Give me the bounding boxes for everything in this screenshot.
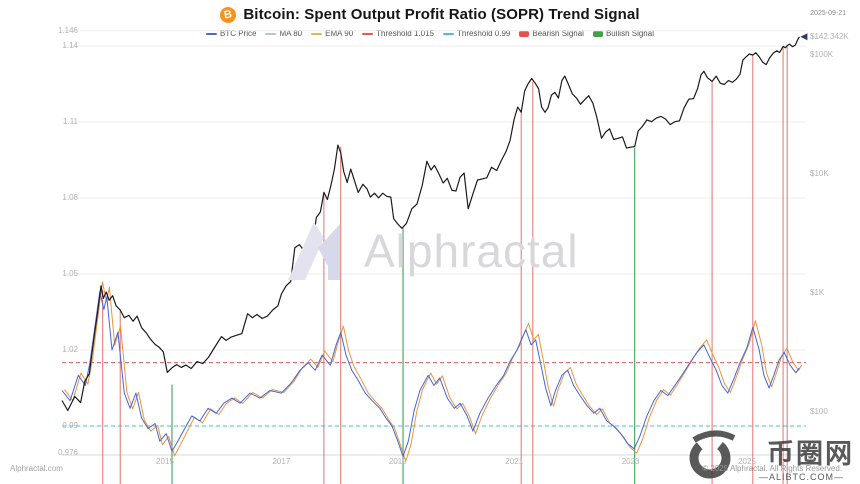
last-price-marker-icon (800, 33, 808, 41)
y-axis-tick-right: $100 (810, 407, 828, 416)
legend-item-btc-price[interactable]: BTC Price (206, 29, 256, 38)
x-axis-tick: 2019 (388, 457, 407, 466)
btc-price-line (61, 36, 800, 412)
legend-label: Threshold 0.99 (456, 29, 511, 38)
chart-title: Bitcoin: Spent Output Profit Ratio (SOPR… (243, 6, 640, 23)
legend-item-bullish-signal[interactable]: Bullish Signal (592, 29, 654, 38)
legend-item-ma80[interactable]: MA 80 (265, 29, 302, 38)
y-axis-tick-left: 1.14 (62, 41, 78, 50)
btc-price-marker-icon (206, 32, 217, 35)
footer-site-link[interactable]: Alphractal.com (10, 464, 63, 473)
y-axis-tick-left: 1.11 (63, 116, 78, 126)
y-axis-tick-right: $142.342K (810, 31, 849, 41)
legend-item-bearish-signal[interactable]: Bearish Signal (519, 29, 584, 38)
legend-item-threshold-1015[interactable]: Threshold 1.015 (362, 29, 434, 38)
threshold-1015-marker-icon (362, 32, 374, 35)
legend-label: Threshold 1.015 (376, 29, 434, 38)
x-axis-tick: 2017 (272, 457, 291, 466)
threshold-099-marker-icon (442, 32, 454, 35)
x-axis-tick: 2023 (621, 457, 640, 466)
legend-item-threshold-099[interactable]: Threshold 0.99 (442, 29, 511, 38)
legend-label: Bullish Signal (605, 29, 654, 38)
y-axis-tick-left: 0.99 (62, 420, 78, 430)
ma80-marker-icon (265, 32, 277, 35)
bearish-signal-marker-icon (519, 30, 530, 37)
y-axis-tick-left: 1.146 (57, 25, 78, 35)
ma80-line (61, 291, 800, 457)
bullish-signal-marker-icon (592, 30, 603, 37)
legend-label: MA 80 (279, 29, 303, 38)
ema90-marker-icon (311, 32, 323, 35)
x-axis-tick: 2015 (156, 457, 174, 466)
title-row: B Bitcoin: Spent Output Profit Ratio (SO… (0, 5, 860, 24)
legend-label: Bearish Signal (532, 29, 584, 38)
x-axis-tick: 2021 (505, 457, 524, 466)
y-axis-tick-left: 0.976 (57, 448, 78, 457)
chart-date: 2025-09-21 (810, 10, 846, 17)
footer-copyright: © 2025 Alphractal. All Rights Reserved. (702, 464, 842, 473)
ema90-line (64, 281, 803, 462)
y-axis-tick-left: 1.02 (62, 344, 78, 354)
chart-header: B Bitcoin: Spent Output Profit Ratio (SO… (0, 0, 860, 28)
legend-item-ema90[interactable]: EMA 90 (311, 29, 353, 38)
y-axis-tick-right: $10K (810, 169, 829, 178)
y-axis-tick-left: 1.08 (62, 192, 78, 202)
chart-legend: BTC Price MA 80 EMA 90 Threshold 1.015 T… (0, 29, 860, 38)
y-axis-tick-right: $1K (810, 288, 825, 297)
x-axis-tick: 2025 (738, 457, 756, 466)
legend-label: EMA 90 (325, 29, 354, 38)
y-axis-tick-right: $100K (810, 50, 834, 59)
y-axis-tick-left: 1.05 (62, 268, 78, 278)
legend-label: BTC Price (220, 29, 257, 38)
